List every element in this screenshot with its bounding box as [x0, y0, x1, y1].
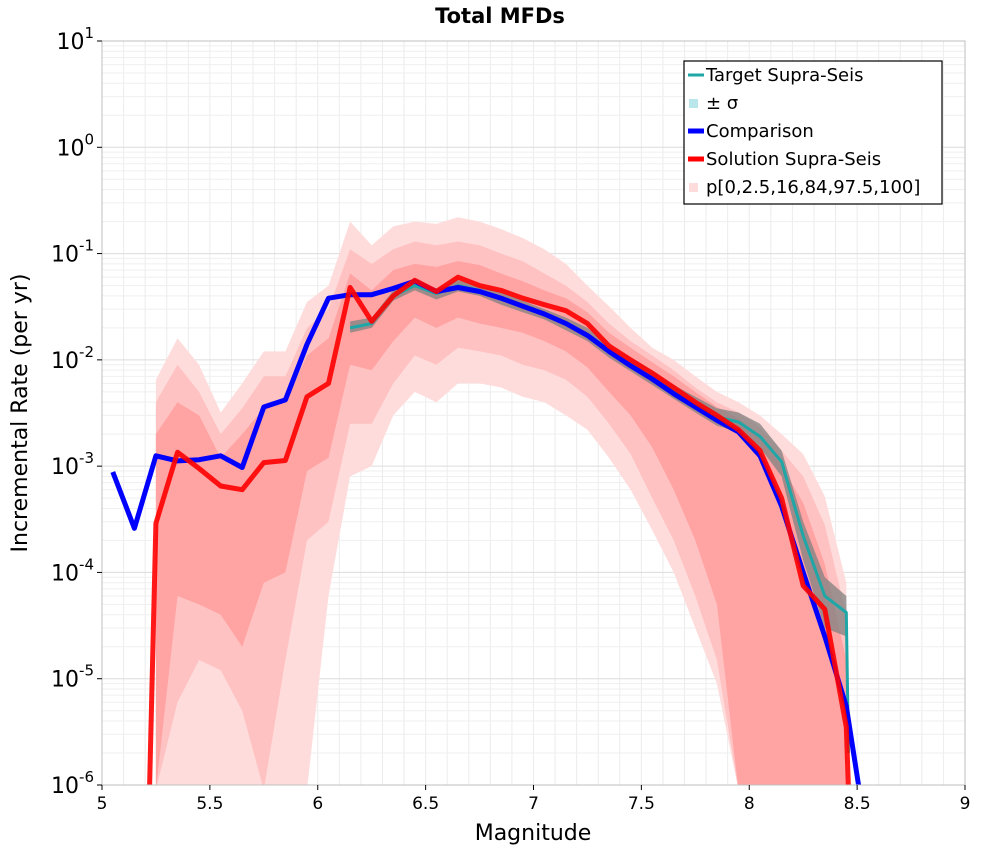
y-tick-label: 101 [56, 24, 94, 55]
y-tick-label: 10-1 [51, 237, 94, 268]
y-tick-label: 10-2 [51, 343, 94, 374]
x-tick-label: 6 [312, 794, 323, 814]
legend-label: Comparison [706, 121, 814, 142]
y-tick-label: 10-3 [51, 449, 94, 480]
legend-label: ± σ [706, 93, 738, 114]
chart-title: Total MFDs [435, 4, 565, 28]
y-axis-title: Incremental Rate (per yr) [8, 274, 33, 553]
x-tick-label: 6.5 [412, 794, 439, 814]
x-tick-label: 5 [97, 794, 108, 814]
legend-label: Target Supra-Seis [705, 65, 863, 86]
x-tick-label: 9 [960, 794, 971, 814]
y-tick-label: 100 [56, 130, 94, 161]
legend-label: Solution Supra-Seis [706, 149, 881, 170]
legend-fill-swatch [689, 183, 698, 192]
y-tick-label: 10-4 [51, 555, 94, 586]
legend-fill-swatch [689, 99, 698, 108]
x-tick-label: 7 [528, 794, 539, 814]
legend: Target Supra-Seis ± σ Comparison Solution S… [683, 60, 943, 205]
x-tick-label: 8.5 [844, 794, 871, 814]
x-axis-title: Magnitude [475, 821, 592, 846]
x-tick-label: 8 [744, 794, 755, 814]
legend-box [683, 60, 943, 205]
x-tick-label: 5.5 [196, 794, 223, 814]
legend-label: p[0,2.5,16,84,97.5,100] [706, 177, 920, 198]
axes: 5 5.5 6 6.5 7 7.5 8 8.5 9 10-6 10-5 10-4 10-3 10-2 10-… [51, 24, 970, 814]
y-tick-label: 10-6 [51, 768, 94, 799]
data-layer [110, 217, 862, 785]
y-tick-label: 10-5 [51, 662, 94, 693]
x-tick-label: 7.5 [628, 794, 655, 814]
solution-supra-seis-line [147, 274, 851, 785]
